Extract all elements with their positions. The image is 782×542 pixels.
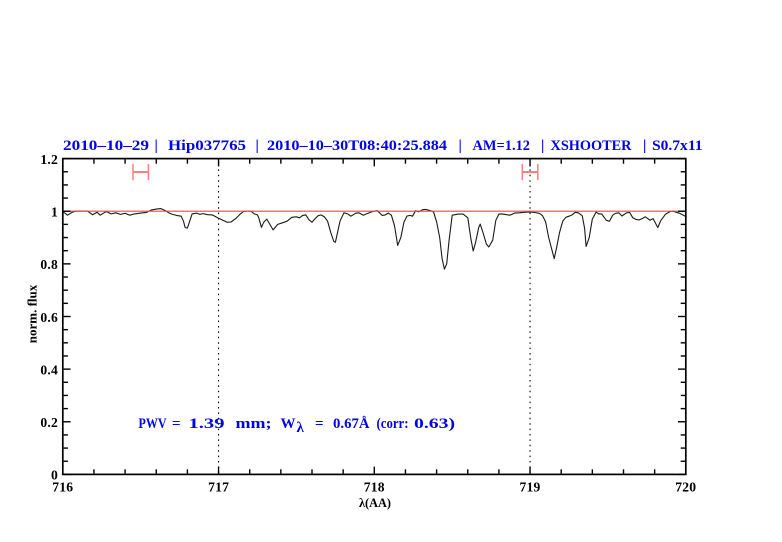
svg-text:AM=1.12: AM=1.12 [473, 138, 531, 154]
svg-text:|: | [643, 138, 646, 154]
svg-text:1.2: 1.2 [40, 152, 58, 167]
svg-text:720: 720 [675, 479, 696, 494]
svg-text:S0.7x11: S0.7x11 [652, 138, 703, 154]
svg-text:718: 718 [364, 479, 385, 494]
svg-text:=: = [172, 416, 181, 432]
svg-text:719: 719 [520, 479, 541, 494]
svg-text:=: = [315, 416, 324, 432]
svg-text:2010–10–30T08:40:25.884: 2010–10–30T08:40:25.884 [267, 138, 448, 154]
svg-text:|: | [541, 138, 544, 154]
svg-text:(corr:: (corr: [377, 416, 409, 432]
svg-text:|: | [155, 138, 158, 154]
svg-text:mm;: mm; [236, 416, 272, 432]
svg-text:Hip037765: Hip037765 [168, 138, 246, 154]
svg-text:2010–10–29: 2010–10–29 [63, 138, 149, 154]
svg-text:XSHOOTER: XSHOOTER [551, 138, 632, 154]
svg-text:0.63): 0.63) [414, 416, 455, 432]
svg-text:716: 716 [52, 479, 73, 494]
svg-text:1: 1 [51, 205, 58, 220]
svg-text:0.8: 0.8 [40, 257, 58, 272]
svg-text:λ(AA): λ(AA) [359, 495, 391, 510]
svg-text:717: 717 [208, 479, 229, 494]
svg-text:|: | [256, 138, 259, 154]
svg-text:0: 0 [51, 468, 58, 483]
svg-text:1.39: 1.39 [189, 416, 225, 432]
svg-text:PWV: PWV [139, 416, 167, 432]
svg-text:0.4: 0.4 [40, 362, 58, 377]
svg-text:0.2: 0.2 [40, 415, 58, 430]
svg-text:0.67Å: 0.67Å [333, 416, 370, 432]
svg-text:λ: λ [297, 420, 305, 436]
svg-text:W: W [281, 416, 296, 432]
svg-text:0.6: 0.6 [40, 310, 58, 325]
svg-text:|: | [459, 138, 462, 154]
svg-text:norm. flux: norm. flux [25, 284, 40, 343]
